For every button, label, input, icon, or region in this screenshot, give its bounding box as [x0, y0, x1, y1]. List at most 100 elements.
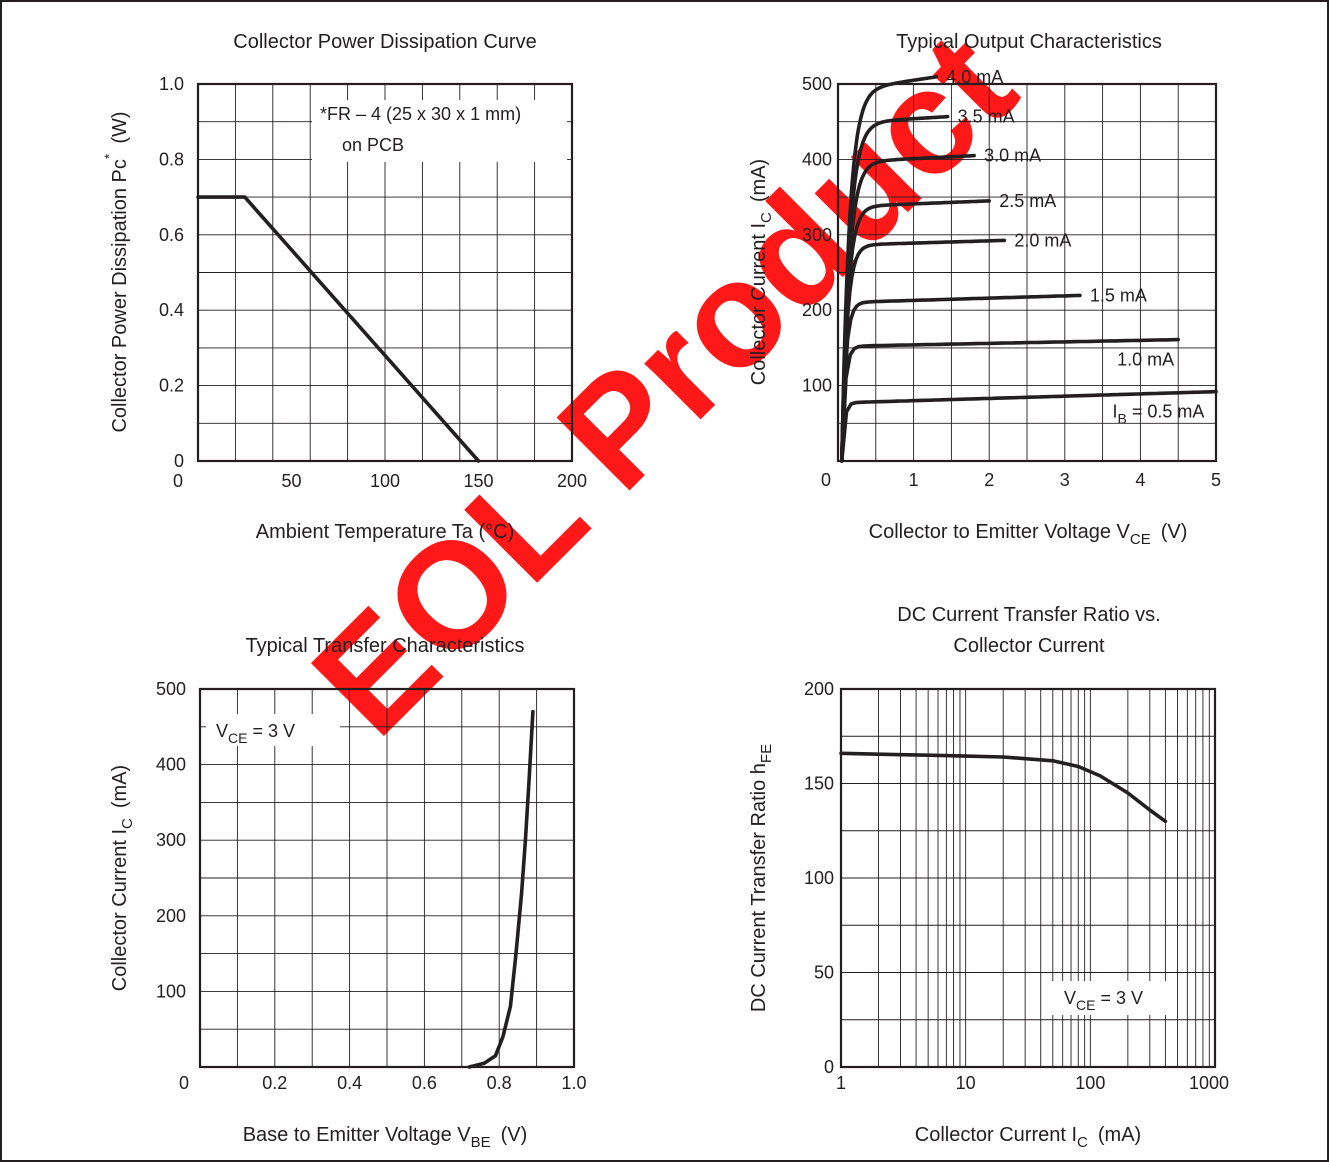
x-axis-label-sub: BE: [471, 1134, 491, 1151]
x-tick-label: 100: [370, 471, 400, 491]
chart-title-line-1: DC Current Transfer Ratio vs.: [897, 604, 1160, 626]
y-tick-label: 300: [156, 830, 186, 850]
annotation-pre: V: [1064, 988, 1076, 1008]
y-tick-label: 150: [804, 774, 834, 794]
series-label: 3.5 mA: [958, 107, 1015, 127]
y-tick-label: 0: [824, 1057, 834, 1077]
y-tick-label: 0.2: [159, 376, 184, 396]
chart-output-characteristics: Typical Output Characteristics 0 1 2 3 4 5 10…: [748, 31, 1221, 548]
y-tick-label: 400: [156, 755, 186, 775]
plot-frame: [839, 687, 1217, 1069]
x-tick-labels: 0 50 100 150 200: [173, 471, 587, 491]
output-curve: [839, 389, 1218, 463]
grid: [200, 689, 575, 1067]
y-tick-label: 200: [156, 906, 186, 926]
x-tick-label: 1: [836, 1073, 846, 1093]
y-tick-label: 400: [802, 149, 832, 169]
y-axis-label-unit: (W): [109, 111, 131, 143]
y-tick-label: 200: [802, 300, 832, 320]
x-axis-label-text: Collector to Emitter Voltage V: [869, 521, 1131, 543]
x-axis-label-sub: C: [1077, 1134, 1088, 1151]
plot-frame: [198, 687, 576, 1069]
series-label: IB = 0.5 mA: [1113, 402, 1205, 427]
annotation: VCE = 3 V: [1064, 988, 1143, 1013]
x-tick-label: 1.0: [561, 1073, 586, 1093]
series-label: 1.5 mA: [1090, 285, 1147, 305]
plot-frame: [836, 82, 1218, 463]
y-tick-labels: 0 0.2 0.4 0.6 0.8 1.0: [159, 74, 184, 471]
y-tick-label: 0.8: [159, 149, 184, 169]
output-curve: [839, 293, 1082, 463]
annotation-box: [312, 100, 567, 162]
y-tick-label: 0.6: [159, 225, 184, 245]
x-tick-label: 0: [173, 471, 183, 491]
x-axis-label: Ambient Temperature Ta (°C): [256, 521, 514, 543]
annotation-box: [1052, 981, 1172, 1015]
y-axis-label-text: Collector Power Dissipation Pc: [109, 159, 131, 432]
annotation-pre: V: [216, 721, 228, 741]
x-tick-label: 0.8: [487, 1073, 512, 1093]
x-tick-label: 1: [909, 470, 919, 490]
y-axis-label: DC Current Transfer Ratio hFE: [748, 744, 775, 1012]
x-tick-label: 100: [1075, 1073, 1105, 1093]
annotation-line-2: on PCB: [342, 135, 404, 155]
series: 4.0 mA 3.5 mA 3.0 mA 2.5 mA 2.0 mA 1.5 mA 1.0 …: [839, 67, 1218, 463]
annotation-sub: CE: [228, 730, 247, 746]
y-axis-label-unit: (mA): [109, 765, 131, 808]
x-tick-labels: 0 0.2 0.4 0.6 0.8 1.0: [179, 1073, 587, 1093]
hfe-curve: [839, 751, 1168, 824]
y-tick-label: 0: [174, 451, 184, 471]
x-axis-label-text: Collector Current I: [915, 1124, 1077, 1146]
x-axis-label-text: Base to Emitter Voltage V: [243, 1124, 472, 1146]
x-tick-label: 0.4: [337, 1073, 362, 1093]
series-label-text: = 0.5 mA: [1127, 402, 1205, 422]
y-tick-labels: 100 200 300 400 500: [802, 74, 832, 396]
y-tick-label: 500: [156, 679, 186, 699]
output-curve: [839, 238, 1007, 463]
y-axis-label-sub: C: [119, 818, 136, 829]
y-axis-label-sub: FE: [758, 744, 775, 763]
x-tick-label: 0: [179, 1073, 189, 1093]
y-tick-labels: 0 50 100 150 200: [804, 679, 834, 1077]
y-tick-label: 50: [814, 963, 834, 983]
series-label-pre: I: [1113, 402, 1118, 422]
x-axis-label-unit: (mA): [1098, 1124, 1141, 1146]
series-label-sub: B: [1118, 411, 1127, 427]
y-axis-label-text: DC Current Transfer Ratio h: [748, 763, 770, 1012]
y-axis-label: Collector Current IC (mA): [748, 159, 775, 385]
y-tick-label: 500: [802, 74, 832, 94]
x-tick-label: 200: [557, 471, 587, 491]
x-tick-label: 0.2: [262, 1073, 287, 1093]
y-tick-labels: 100 200 300 400 500: [156, 679, 186, 1001]
x-tick-label: 3: [1060, 470, 1070, 490]
x-tick-labels: 1 10 100 1000: [836, 1073, 1229, 1093]
x-tick-label: 150: [463, 471, 493, 491]
chart-title-line-2: Collector Current: [953, 635, 1105, 657]
output-curve: [839, 337, 1180, 463]
x-axis-label: Collector Current IC (mA): [915, 1124, 1141, 1151]
series-label: 2.0 mA: [1014, 230, 1071, 250]
annotation-line-1: *FR – 4 (25 x 30 x 1 mm): [320, 104, 521, 124]
y-tick-label: 0.4: [159, 300, 184, 320]
chart-title: Collector Power Dissipation Curve: [233, 31, 536, 53]
y-axis-label-unit: (mA): [748, 159, 770, 202]
series: [467, 709, 535, 1069]
y-tick-label: 300: [802, 225, 832, 245]
y-tick-label: 1.0: [159, 74, 184, 94]
x-tick-label: 10: [956, 1073, 976, 1093]
series: [196, 195, 481, 463]
series-label: 4.0 mA: [946, 67, 1003, 87]
series-label: 2.5 mA: [999, 191, 1056, 211]
y-axis-label-sub: C: [758, 212, 775, 223]
chart-power-dissipation: Collector Power Dissipation Curve 0 50 100…: [101, 31, 587, 543]
y-axis-label: Collector Power Dissipation Pc* (W): [101, 111, 131, 432]
chart-hfe-vs-ic: DC Current Transfer Ratio vs. Collector …: [748, 604, 1229, 1151]
output-curve: [839, 75, 939, 463]
annotation-box: [206, 714, 340, 746]
x-tick-label: 50: [281, 471, 301, 491]
annotation-post: = 3 V: [1095, 988, 1143, 1008]
y-tick-label: 100: [802, 376, 832, 396]
chart-title: Typical Output Characteristics: [896, 31, 1162, 53]
grid: [841, 689, 1215, 1067]
x-tick-label: 0.6: [412, 1073, 437, 1093]
